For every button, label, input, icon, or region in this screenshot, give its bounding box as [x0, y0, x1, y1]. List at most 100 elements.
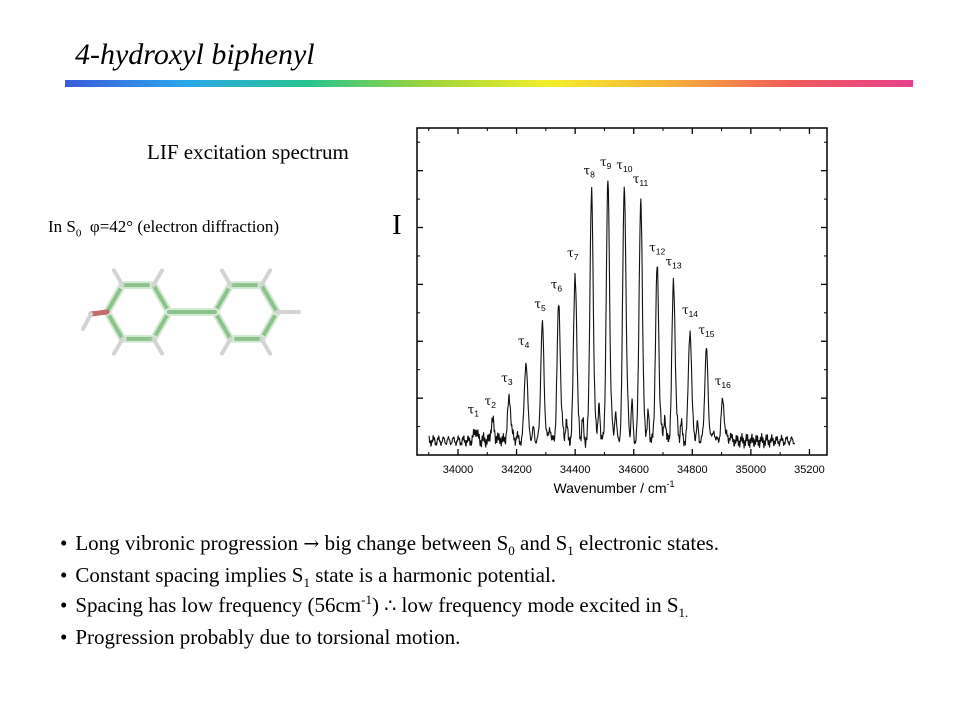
- tau-symbol: τ: [551, 277, 558, 291]
- peak-label: τ8: [584, 164, 596, 180]
- peak-index: 11: [639, 178, 648, 188]
- tau-symbol: τ: [584, 164, 591, 178]
- note-text: -1: [361, 592, 372, 607]
- peak-index: 10: [623, 164, 633, 174]
- note-text: big change between S: [319, 531, 509, 555]
- peak-index: 9: [607, 161, 612, 171]
- peak-index: 4: [525, 340, 530, 350]
- x-tick-label: 34400: [560, 464, 591, 476]
- phenol-ring-hydrogen-bond: [111, 268, 125, 288]
- note-text: Spacing has low frequency (56cm: [75, 593, 362, 617]
- hydroxyl-bond: [88, 309, 110, 317]
- note-bullet: Constant spacing implies S1 state is a h…: [60, 560, 719, 591]
- peak-label: τ2: [485, 394, 497, 410]
- peak-label: τ9: [600, 155, 612, 171]
- tau-symbol: τ: [600, 155, 607, 169]
- x-tick-label: 34800: [677, 464, 708, 476]
- tau-symbol: τ: [534, 297, 541, 311]
- note-text: low frequency mode excited in S: [396, 593, 679, 617]
- peak-label: τ7: [567, 246, 579, 262]
- method-note: (electron diffraction): [137, 217, 280, 236]
- hydroxyl-hydrogen-bond: [81, 312, 93, 331]
- page-title: 4-hydroxyl biphenyl: [75, 38, 315, 71]
- peak-label: τ10: [616, 158, 632, 174]
- phenyl-ring-hydrogen-bond: [259, 268, 273, 288]
- phenol-ring-bond: [151, 310, 171, 341]
- note-bullet: Progression probably due to torsional mo…: [60, 622, 719, 653]
- note-text: Long vibronic progression: [75, 531, 304, 555]
- note-text: state is a harmonic potential.: [309, 562, 557, 587]
- peak-index: 1: [474, 408, 479, 418]
- ground-state-angle-note: In S0 φ=42° (electron diffraction): [48, 217, 279, 239]
- note-text: Progression probably due to torsional mo…: [75, 624, 461, 649]
- note-text: Constant spacing implies S: [75, 562, 304, 587]
- x-axis-title-exponent: -1: [667, 479, 675, 489]
- phenol-ring-bond: [105, 310, 125, 341]
- peak-label: τ11: [633, 172, 649, 188]
- phenol-ring-bond: [105, 283, 125, 314]
- peak-label: τ4: [518, 334, 530, 350]
- peak-index: 2: [491, 400, 496, 410]
- note-text: ∴: [384, 595, 397, 617]
- x-tick-label: 35000: [736, 464, 767, 476]
- x-tick-label: 34000: [443, 464, 474, 476]
- phenol-ring-bond: [151, 283, 171, 314]
- spectrum-trace: [428, 180, 796, 449]
- peak-label: τ13: [666, 255, 682, 271]
- note-text: electronic states.: [573, 531, 719, 555]
- phenyl-ring-bond: [213, 283, 233, 314]
- peak-label: τ16: [715, 374, 731, 390]
- x-tick-label: 35200: [794, 464, 825, 476]
- peak-label: τ5: [534, 297, 546, 313]
- note-text: ): [371, 593, 385, 617]
- notes-list: Long vibronic progression → big change b…: [60, 528, 719, 652]
- title-gradient-rule: [65, 80, 913, 87]
- note-text: →: [303, 533, 320, 555]
- peak-index: 12: [656, 246, 666, 256]
- tau-symbol: τ: [501, 371, 508, 385]
- spectrum-plot: 34000 34200 34400 34600 34800 35000 35200τ1τ2τ…: [416, 127, 828, 496]
- phenyl-ring-bond: [259, 283, 279, 314]
- note-bullet: Spacing has low frequency (56cm-1) ∴ low…: [60, 590, 719, 622]
- peak-index: 3: [508, 377, 513, 387]
- peak-index: 5: [541, 303, 546, 313]
- peak-label: τ3: [501, 371, 513, 387]
- spectrum-label: LIF excitation spectrum: [147, 140, 349, 164]
- x-axis-title-text: Wavenumber / cm: [553, 480, 666, 496]
- phenyl-ring-hydrogen-bond: [259, 336, 273, 356]
- peak-label: τ1: [468, 402, 480, 418]
- phenyl-ring-hydrogen-bond: [219, 336, 233, 356]
- note-text: 1.: [678, 605, 689, 621]
- phenyl-ring-bond: [259, 310, 279, 341]
- note-text: 1: [303, 574, 310, 590]
- plot-frame: [416, 127, 828, 456]
- tau-symbol: τ: [682, 303, 689, 317]
- peak-index: 8: [590, 170, 595, 180]
- tau-symbol: τ: [468, 402, 475, 416]
- x-axis-title: Wavenumber / cm-1: [553, 479, 674, 496]
- phenol-ring-hydrogen-bond: [151, 268, 165, 288]
- s0-prefix: In S: [48, 217, 76, 236]
- tau-symbol: τ: [616, 158, 623, 172]
- tau-symbol: τ: [518, 334, 525, 348]
- tau-symbol: τ: [666, 255, 673, 269]
- note-text: 1: [567, 543, 574, 559]
- peak-index: 6: [557, 283, 562, 293]
- tau-symbol: τ: [715, 374, 722, 388]
- x-tick-label: 34200: [501, 464, 532, 476]
- phenyl-ring-bond: [213, 310, 233, 341]
- note-text: 0: [508, 543, 515, 559]
- note-bullet: Long vibronic progression → big change b…: [60, 528, 719, 560]
- peak-label: τ6: [551, 277, 563, 293]
- biphenyl-molecule-model: [81, 268, 301, 356]
- peak-index: 16: [721, 380, 731, 390]
- tau-symbol: τ: [649, 240, 656, 254]
- phi-symbol: φ: [89, 217, 100, 236]
- tau-symbol: τ: [485, 394, 492, 408]
- phenyl-ring-hydrogen-bond: [219, 268, 233, 288]
- note-text: and S: [514, 531, 568, 555]
- phenol-ring-hydrogen-bond: [111, 336, 125, 356]
- intensity-axis-label: I: [392, 209, 402, 241]
- tau-symbol: τ: [698, 323, 705, 337]
- peak-index: 14: [689, 309, 699, 319]
